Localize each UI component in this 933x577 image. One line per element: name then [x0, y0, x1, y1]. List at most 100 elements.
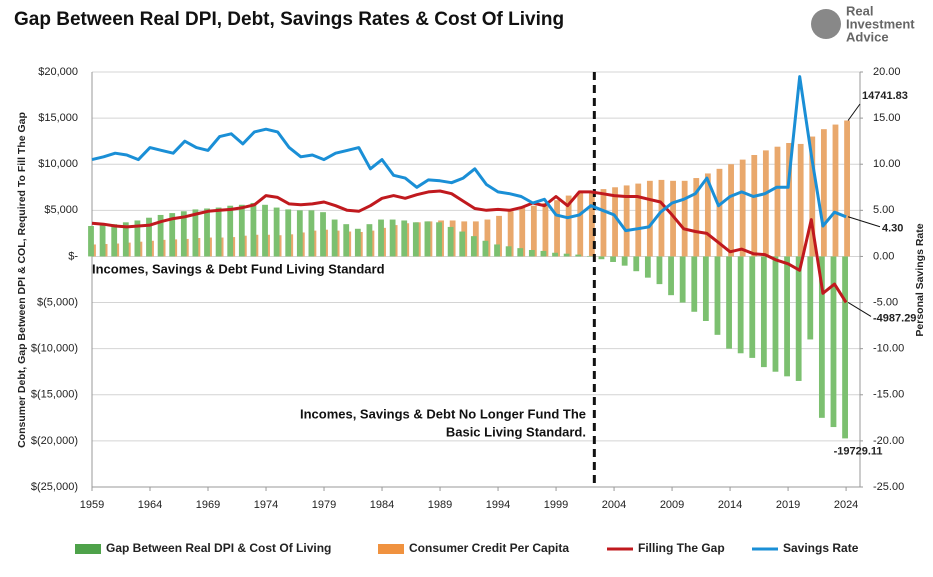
bar: [644, 256, 651, 278]
annotation: Incomes, Savings & Debt No Longer Fund T…: [300, 406, 586, 421]
y2-axis-title: Personal Savings Rate: [914, 223, 926, 336]
leader-line: [847, 302, 872, 317]
logo-text: Real: [846, 3, 873, 18]
bar: [633, 256, 640, 272]
bar: [134, 220, 141, 257]
x-tick-label: 1984: [370, 499, 394, 511]
annotation: Incomes, Savings & Debt Fund Living Stan…: [92, 261, 385, 276]
end-label: 14741.83: [862, 90, 908, 102]
y2-tick-label: 15.00: [873, 112, 901, 124]
bar: [552, 252, 558, 257]
bar: [354, 228, 361, 257]
bar: [436, 222, 442, 257]
x-tick-label: 1964: [138, 499, 162, 511]
legend-swatch: [75, 544, 101, 554]
x-tick-label: 1994: [486, 499, 510, 511]
bar: [505, 246, 512, 257]
end-label: 4.30: [882, 223, 903, 235]
x-tick-label: 1979: [312, 499, 336, 511]
bar: [844, 120, 850, 257]
bar: [772, 256, 779, 372]
bar: [412, 222, 419, 257]
bar: [285, 209, 292, 257]
legend-label: Consumer Credit Per Capita: [409, 541, 569, 555]
bar: [343, 224, 350, 257]
bar: [774, 146, 781, 257]
bar: [484, 219, 491, 257]
bar: [809, 136, 816, 257]
bar: [760, 256, 767, 368]
bar: [588, 190, 595, 257]
bar: [563, 253, 570, 257]
bar: [320, 212, 326, 257]
bar: [693, 178, 700, 257]
y-tick-label: $10,000: [38, 158, 78, 170]
legend-label: Savings Rate: [783, 541, 859, 555]
bar: [726, 256, 732, 349]
x-tick-label: 1999: [544, 499, 568, 511]
bar: [215, 207, 222, 257]
x-tick-label: 2009: [660, 499, 684, 511]
bar: [565, 195, 572, 257]
logo-text: Investment: [846, 16, 915, 31]
bar: [577, 192, 584, 257]
bar: [728, 164, 734, 257]
bar: [749, 256, 756, 358]
x-tick-label: 1989: [428, 499, 452, 511]
bar: [658, 179, 665, 257]
bar: [542, 202, 549, 257]
bar: [180, 211, 187, 257]
y2-tick-label: -5.00: [873, 296, 898, 308]
bar: [786, 143, 792, 257]
x-tick-label: 2004: [602, 499, 626, 511]
y-axis-title: Consumer Debt, Gap Between DPI & COL, Re…: [16, 112, 28, 448]
bar: [716, 168, 723, 257]
bar: [737, 256, 744, 354]
bar: [389, 219, 396, 257]
bar: [122, 222, 129, 257]
bar: [795, 256, 802, 381]
end-label: -4987.29: [873, 312, 916, 324]
chart-title: Gap Between Real DPI, Debt, Savings Rate…: [14, 9, 564, 30]
bar: [691, 256, 698, 312]
bar: [494, 244, 500, 257]
bar: [679, 256, 686, 303]
bar: [470, 236, 477, 257]
bar: [668, 256, 674, 296]
logo-icon: [811, 9, 841, 39]
bar: [621, 256, 628, 266]
legend-label: Gap Between Real DPI & Cost Of Living: [106, 541, 331, 555]
y-tick-label: $(25,000): [31, 481, 78, 493]
line: [91, 75, 847, 233]
bar: [447, 226, 454, 257]
x-tick-label: 1959: [80, 499, 104, 511]
bar: [296, 210, 303, 257]
y-tick-label: $20,000: [38, 66, 78, 78]
x-tick-label: 2024: [834, 499, 858, 511]
y-tick-label: $(5,000): [37, 296, 78, 308]
y2-tick-label: 10.00: [873, 158, 901, 170]
legend-label: Filling The Gap: [638, 541, 725, 555]
bar: [99, 225, 106, 257]
leader-line: [847, 103, 861, 121]
bar: [262, 204, 268, 257]
bar: [820, 129, 827, 257]
bar: [635, 183, 642, 257]
bar: [702, 256, 709, 321]
y2-tick-label: -25.00: [873, 481, 904, 493]
bar: [832, 124, 839, 257]
bar: [530, 205, 537, 257]
annotation: Basic Living Standard.: [446, 424, 586, 439]
bar: [714, 256, 721, 335]
bar: [540, 250, 547, 257]
bar: [424, 221, 431, 257]
bar: [250, 202, 257, 257]
bar: [751, 155, 758, 257]
bar: [331, 219, 338, 257]
bar: [656, 256, 663, 285]
y-tick-label: $15,000: [38, 112, 78, 124]
bar: [496, 215, 502, 257]
bar: [830, 256, 837, 428]
bar: [528, 249, 535, 257]
